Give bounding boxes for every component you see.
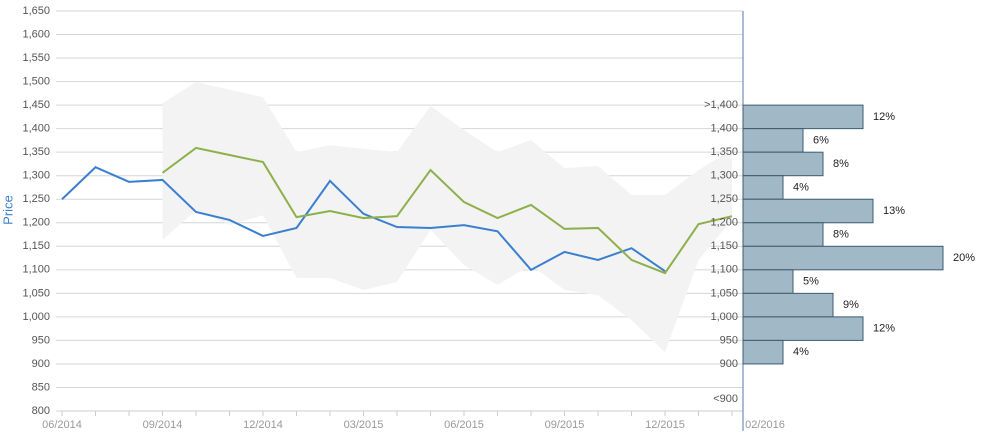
histogram-bar [742,175,784,200]
histogram-bin-label: 1,000 [710,311,738,323]
y-tick-label: 1,200 [22,217,50,229]
histogram-bar [742,245,944,271]
histogram-bin-label: 900 [720,358,738,370]
y-tick-label: 1,550 [22,52,50,64]
histogram-bin-label: 1,250 [710,193,738,205]
x-tick-label: 09/2014 [143,419,183,431]
series-line [61,166,666,273]
histogram-value-label: 6% [813,134,829,146]
histogram-bin-label: 950 [720,334,738,346]
y-tick-label: 1,300 [22,170,50,182]
histogram-bar [742,292,834,318]
histogram-bin-label: 1,050 [710,287,738,299]
x-tick-label: 12/2014 [243,419,283,431]
y-tick-label: 850 [32,381,50,393]
histogram-bin-label: 1,400 [710,123,738,135]
histogram-bin-label: 1,100 [710,264,738,276]
y-tick-label: 1,000 [22,311,50,323]
histogram-bar [742,222,824,247]
series-line [161,146,733,275]
y-tick-label: 1,600 [22,28,50,40]
x-tick-label: 12/2015 [645,419,685,431]
histogram-bar [742,151,824,177]
y-tick-label: 1,500 [22,75,50,87]
y-tick-label: 1,450 [22,99,50,111]
histogram-value-label: 12% [873,111,895,123]
histogram-value-label: 5% [803,275,819,287]
histogram-value-label: 9% [843,299,859,311]
x-tick-label: 06/2015 [444,419,484,431]
y-tick-label: 1,250 [22,193,50,205]
histogram-bar [742,269,794,294]
histogram-bar [742,316,864,341]
y-tick-label: 950 [32,334,50,346]
y-tick-label: 1,350 [22,146,50,158]
histogram-value-label: 13% [883,205,905,217]
histogram-bin-label: <900 [713,393,738,405]
y-tick-label: 1,150 [22,240,50,252]
histogram-bar [742,198,874,224]
y-tick-label: 800 [32,405,50,417]
histogram-value-label: 12% [873,323,895,335]
y-tick-label: 1,400 [22,123,50,135]
x-tick-label: 03/2015 [344,419,384,431]
histogram-bin-label: 1,300 [710,170,738,182]
histogram-bar [742,339,784,365]
y-tick-label: 1,050 [22,287,50,299]
histogram-value-label: 8% [833,228,849,240]
y-tick-label: 900 [32,358,50,370]
y-tick-label: 1,100 [22,264,50,276]
x-tick-label: 09/2015 [545,419,585,431]
y-tick-label: 1,650 [22,5,50,17]
histogram-bar [742,104,864,130]
histogram-value-label: 4% [793,346,809,358]
y-axis-title: Price [0,195,15,225]
histogram-value-label: 4% [793,181,809,193]
x-tick-label: 06/2014 [42,419,82,431]
x-tick-label: 02/2016 [745,419,785,431]
histogram-value-label: 20% [953,252,975,264]
histogram-value-label: 8% [833,158,849,170]
histogram-bin-label: 1,200 [710,217,738,229]
histogram-bar [742,128,804,153]
histogram-bin-label: >1,400 [704,99,738,111]
histogram-bin-label: 1,350 [710,146,738,158]
range-band [162,82,732,353]
histogram-bin-label: 1,150 [710,240,738,252]
